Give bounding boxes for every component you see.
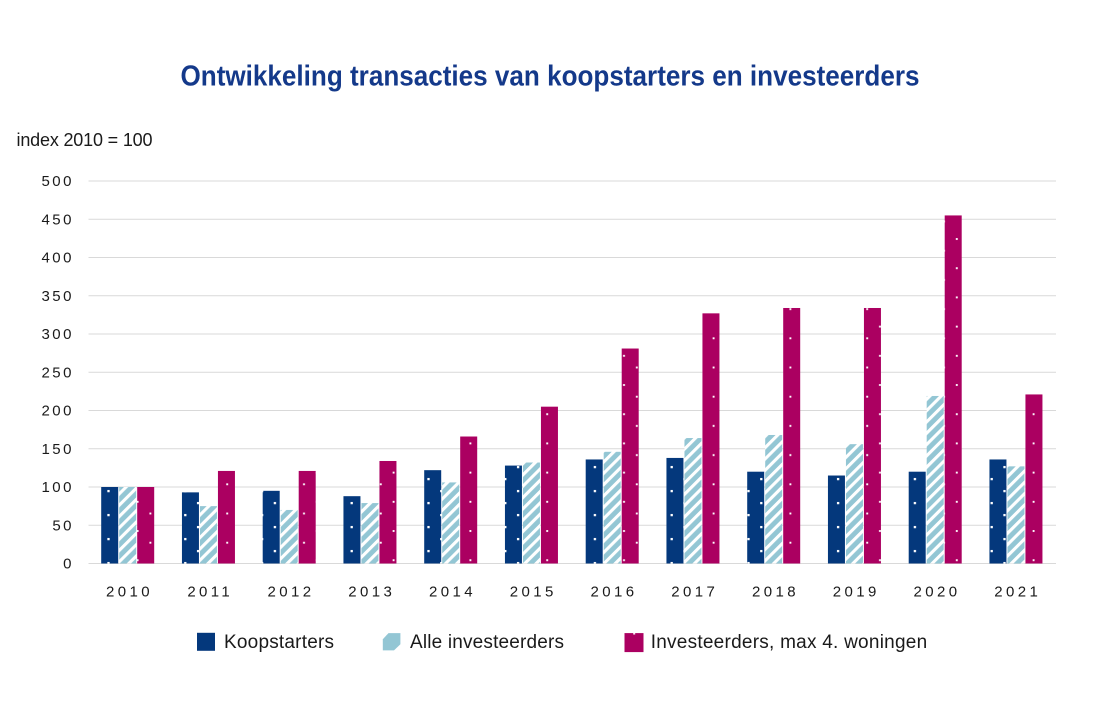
svg-text:Koopstarters: Koopstarters — [224, 632, 334, 653]
svg-text:2014: 2014 — [429, 583, 476, 600]
svg-text:2010: 2010 — [106, 583, 153, 600]
svg-text:300: 300 — [41, 326, 74, 343]
svg-text:250: 250 — [41, 364, 74, 381]
svg-text:2016: 2016 — [591, 583, 638, 600]
svg-text:2015: 2015 — [510, 583, 557, 600]
svg-text:400: 400 — [41, 250, 74, 267]
svg-text:Ontwikkeling transacties van k: Ontwikkeling transacties van koopstarter… — [181, 61, 920, 93]
svg-text:0: 0 — [63, 556, 74, 573]
svg-text:200: 200 — [41, 403, 74, 420]
svg-text:2011: 2011 — [187, 583, 233, 600]
svg-text:2019: 2019 — [833, 583, 880, 600]
svg-text:500: 500 — [41, 173, 74, 190]
svg-text:100: 100 — [41, 479, 74, 496]
svg-text:Investeerders, max 4. woningen: Investeerders, max 4. woningen — [651, 632, 928, 653]
svg-text:2017: 2017 — [671, 583, 718, 600]
svg-text:2020: 2020 — [914, 583, 961, 600]
svg-text:2021: 2021 — [994, 583, 1041, 600]
svg-text:index 2010 = 100: index 2010 = 100 — [17, 130, 153, 150]
svg-text:350: 350 — [41, 288, 74, 305]
svg-text:150: 150 — [41, 441, 74, 458]
svg-text:2012: 2012 — [268, 583, 315, 600]
svg-text:Alle investeerders: Alle investeerders — [410, 632, 564, 653]
svg-text:2013: 2013 — [348, 583, 395, 600]
svg-text:50: 50 — [52, 517, 74, 534]
svg-text:450: 450 — [41, 211, 74, 228]
svg-text:2018: 2018 — [752, 583, 799, 600]
